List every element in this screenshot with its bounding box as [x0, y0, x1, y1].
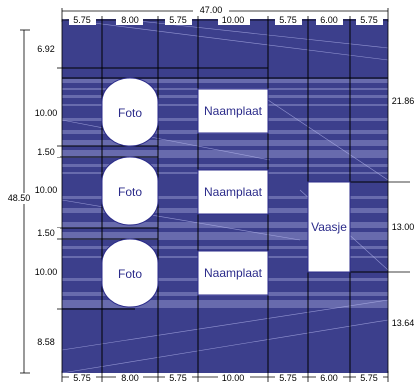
bottom-dim-2: 8.00 [121, 373, 139, 383]
left-dim-6: 10.00 [35, 267, 58, 277]
right-segment-labels: 21.86 13.00 13.64 [390, 96, 417, 328]
top-dim-1: 5.75 [73, 15, 91, 25]
left-dim-4: 10.00 [35, 185, 58, 195]
right-dim-2: 13.00 [392, 222, 415, 232]
photo-label-3: Foto [118, 267, 142, 281]
overall-width-label: 47.00 [200, 5, 223, 15]
photo-label-2: Foto [118, 185, 142, 199]
bottom-dim-5: 5.75 [279, 373, 297, 383]
top-dim-5: 5.75 [279, 15, 297, 25]
photo-cutout-1 [101, 77, 159, 147]
photo-cutout-2 [101, 156, 159, 226]
right-dim-3: 13.64 [392, 318, 415, 328]
bottom-dim-3: 5.75 [169, 373, 187, 383]
left-dim-2: 10.00 [35, 108, 58, 118]
bottom-dim-1: 5.75 [73, 373, 91, 383]
bottom-segment-labels: 5.75 8.00 5.75 10.00 5.75 6.00 5.75 [69, 373, 383, 383]
nameplate-cutout-3 [197, 250, 269, 296]
top-dim-3: 5.75 [169, 15, 187, 25]
left-dim-7: 8.58 [37, 337, 55, 347]
top-segment-labels: 5.75 8.00 5.75 10.00 5.75 6.00 5.75 [69, 15, 383, 25]
photo-cutouts [101, 77, 159, 308]
right-dim-1: 21.86 [392, 96, 415, 106]
nameplate-cutout-2 [197, 169, 269, 215]
nameplate-label-1: Naamplaat [204, 104, 263, 118]
left-dim-1: 6.92 [37, 44, 55, 54]
right-dimension [383, 19, 410, 373]
vase-label: Vaasje [311, 220, 347, 234]
left-dim-3: 1.50 [37, 147, 55, 157]
left-segment-labels: 6.92 10.00 1.50 10.00 1.50 10.00 8.58 [30, 44, 60, 347]
overall-height-label: 48.50 [8, 193, 31, 203]
vase-cutout [307, 181, 351, 273]
nameplate-cutout-1 [197, 88, 269, 134]
top-dim-7: 5.75 [360, 15, 378, 25]
bottom-dim-7: 5.75 [360, 373, 378, 383]
photo-label-1: Foto [118, 106, 142, 120]
nameplate-cutouts [197, 88, 269, 296]
top-dim-6: 6.00 [320, 15, 338, 25]
top-dim-4: 10.00 [222, 15, 245, 25]
photo-cutout-3 [101, 238, 159, 308]
nameplate-label-2: Naamplaat [204, 185, 263, 199]
bottom-dim-4: 10.00 [222, 373, 245, 383]
left-dim-5: 1.50 [37, 228, 55, 238]
bottom-dim-6: 6.00 [320, 373, 338, 383]
top-dim-2: 8.00 [121, 15, 139, 25]
nameplate-label-3: Naamplaat [204, 266, 263, 280]
